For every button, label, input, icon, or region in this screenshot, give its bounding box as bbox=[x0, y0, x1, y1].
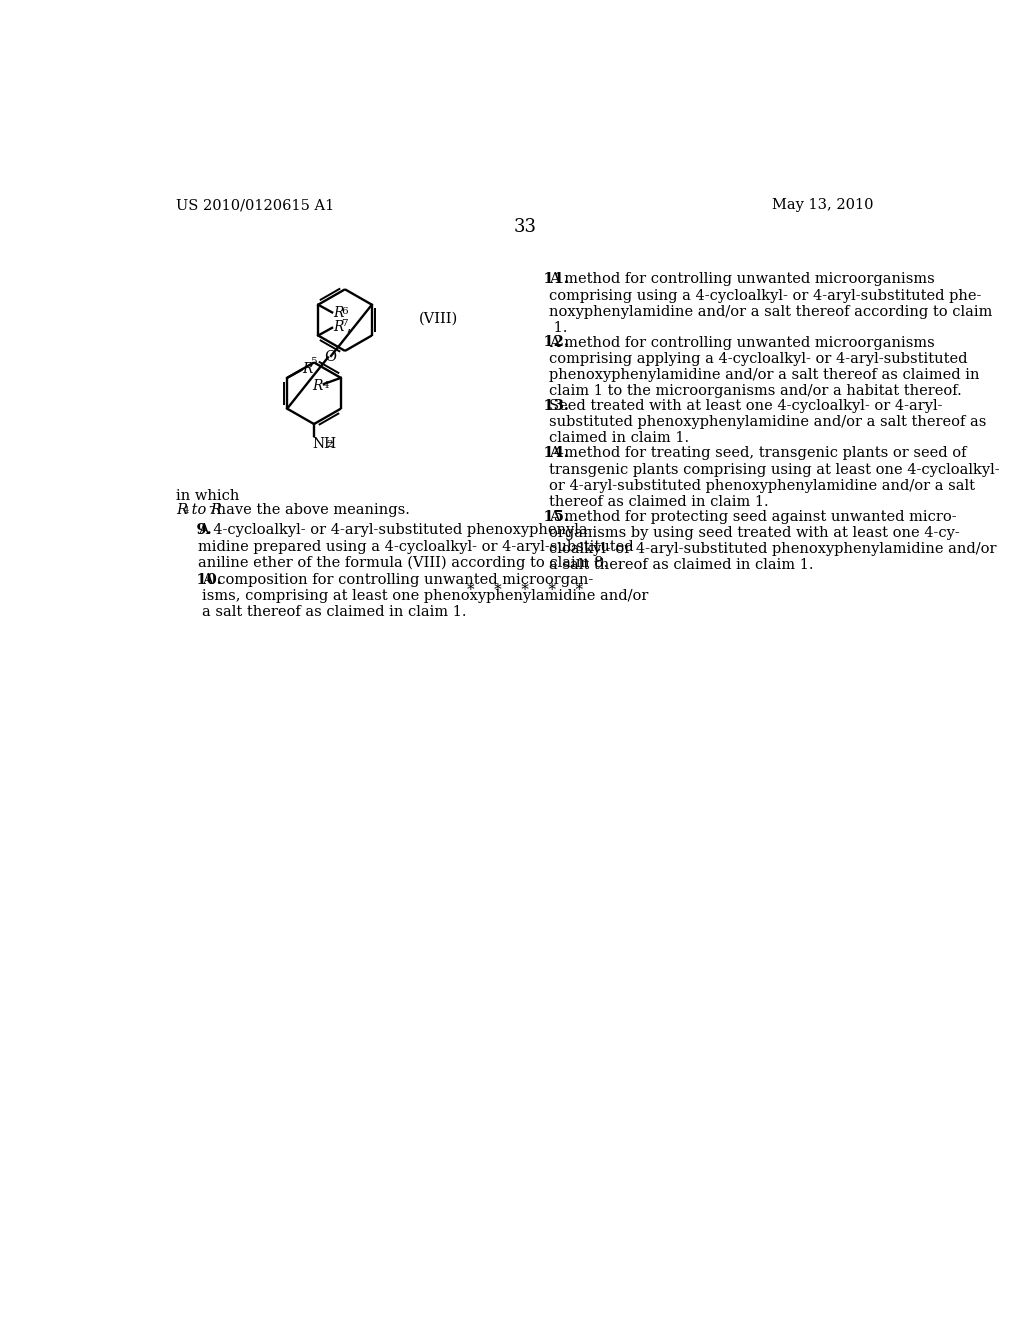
Text: A method for controlling unwanted microorganisms
comprising using a 4-cycloalkyl: A method for controlling unwanted microo… bbox=[549, 272, 992, 335]
Text: A composition for controlling unwanted microorgan-
isms, comprising at least one: A composition for controlling unwanted m… bbox=[202, 573, 648, 619]
Text: 14.: 14. bbox=[523, 446, 569, 461]
Text: Seed treated with at least one 4-cycloalkyl- or 4-aryl-
substituted phenoxypheny: Seed treated with at least one 4-cycloal… bbox=[549, 399, 986, 445]
Text: 5: 5 bbox=[310, 358, 317, 367]
Text: A method for protecting seed against unwanted micro-
organisms by using seed tre: A method for protecting seed against unw… bbox=[549, 510, 996, 572]
Text: R: R bbox=[176, 503, 187, 517]
Text: 10.: 10. bbox=[176, 573, 222, 586]
Text: NH: NH bbox=[312, 437, 337, 451]
Text: (VIII): (VIII) bbox=[419, 312, 458, 326]
Text: 4: 4 bbox=[323, 381, 329, 391]
Text: 11.: 11. bbox=[523, 272, 569, 286]
Text: 13.: 13. bbox=[523, 399, 569, 413]
Text: 7: 7 bbox=[341, 318, 348, 327]
Text: in which: in which bbox=[176, 490, 240, 503]
Text: *    *    *    *    *: * * * * * bbox=[467, 582, 583, 597]
Text: 6: 6 bbox=[341, 308, 348, 317]
Text: 12.: 12. bbox=[523, 335, 569, 350]
Text: 9.: 9. bbox=[176, 524, 212, 537]
Text: 7: 7 bbox=[209, 506, 215, 515]
Text: R: R bbox=[334, 306, 344, 321]
Text: 2: 2 bbox=[327, 441, 333, 449]
Text: A method for controlling unwanted microorganisms
comprising applying a 4-cycloal: A method for controlling unwanted microo… bbox=[549, 335, 979, 399]
Text: R: R bbox=[303, 363, 313, 376]
Text: O: O bbox=[325, 350, 336, 364]
Text: 15.: 15. bbox=[523, 510, 569, 524]
Text: have the above meanings.: have the above meanings. bbox=[212, 503, 411, 517]
Text: A 4-cycloalkyl- or 4-aryl-substituted phenoxyphenyla-
midine prepared using a 4-: A 4-cycloalkyl- or 4-aryl-substituted ph… bbox=[198, 524, 634, 570]
Text: US 2010/0120615 A1: US 2010/0120615 A1 bbox=[176, 198, 334, 213]
Text: ,: , bbox=[346, 319, 350, 333]
Text: May 13, 2010: May 13, 2010 bbox=[772, 198, 873, 213]
Text: to R: to R bbox=[187, 503, 222, 517]
Text: A method for treating seed, transgenic plants or seed of
transgenic plants compr: A method for treating seed, transgenic p… bbox=[549, 446, 999, 510]
Text: R: R bbox=[334, 319, 344, 334]
Text: R: R bbox=[311, 379, 323, 392]
Text: 4: 4 bbox=[183, 506, 189, 515]
Text: 33: 33 bbox=[513, 218, 537, 236]
